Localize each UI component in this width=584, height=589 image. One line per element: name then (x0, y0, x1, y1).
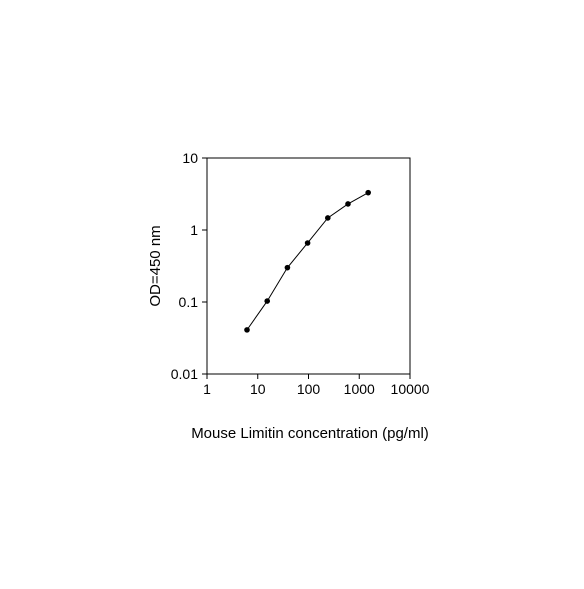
data-point (345, 201, 351, 207)
y-tick-label: 10 (182, 150, 198, 166)
data-point (284, 264, 291, 271)
data-point (264, 298, 271, 304)
x-tick-label: 10000 (391, 381, 430, 397)
data-point (244, 327, 250, 333)
x-axis-label: Mouse Limitin concentration (pg/ml) (191, 425, 429, 442)
data-point (304, 240, 311, 246)
x-tick-label: 1 (203, 381, 211, 397)
x-tick-label: 10 (250, 381, 266, 397)
x-tick-label: 100 (297, 381, 321, 397)
data-point (365, 189, 371, 196)
x-tick-label: 1000 (344, 381, 375, 397)
y-tick-label: 0.01 (171, 366, 198, 382)
data-point (324, 215, 331, 221)
y-axis-label: OD=450 nm (147, 225, 164, 306)
y-tick-label: 1 (190, 222, 198, 238)
y-tick-label: 0.1 (179, 294, 199, 310)
